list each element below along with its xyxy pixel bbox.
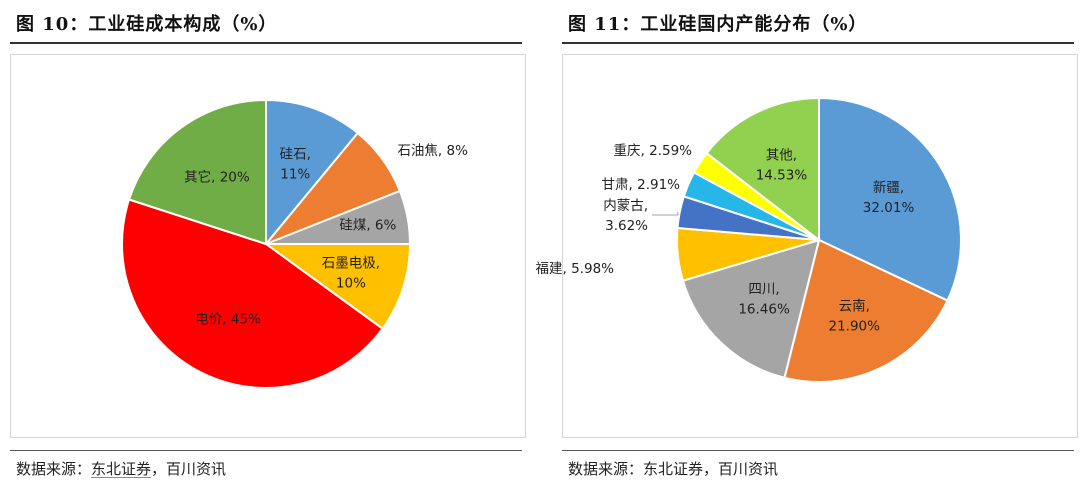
leader-line-内蒙古 bbox=[652, 211, 679, 216]
figure-title: 图 10：工业硅成本构成（%） bbox=[16, 14, 278, 35]
slice-label-其他: 其他, bbox=[766, 148, 797, 164]
slice-label-电价: 电价, 45% bbox=[195, 311, 261, 327]
source-note: 数据来源：东北证券，百川资讯 bbox=[16, 458, 226, 479]
source-note: 数据来源：东北证券，百川资讯 bbox=[568, 458, 778, 479]
source-link: 东北证券 bbox=[643, 460, 704, 478]
source-prefix: 数据来源： bbox=[16, 460, 92, 478]
slice-value-四川: 16.46% bbox=[738, 301, 790, 317]
cost-pie-chart: 硅石, 11% 石油焦, 8% 硅煤, 6% 石墨电极, 10% 电价, 45% 其它, 20… bbox=[121, 98, 468, 389]
capacity-pie-chart: 新疆, 32.01% 云南, 21.90% 四川, 16.46% 福建, 5.98% 内蒙古,… bbox=[536, 96, 962, 383]
pie-slice-其它 bbox=[127, 98, 267, 246]
slice-label-甘肃: 甘肃, 2.91% bbox=[602, 177, 681, 193]
slice-value-石墨电极: 10% bbox=[336, 276, 366, 292]
figure-title: 图 11：工业硅国内产能分布（%） bbox=[568, 14, 868, 35]
slice-label-硅煤: 硅煤, 6% bbox=[339, 218, 396, 234]
slice-label-云南: 云南, bbox=[839, 298, 870, 314]
slice-value-新疆: 32.01% bbox=[863, 200, 915, 216]
pie-slice-电价 bbox=[121, 198, 384, 389]
title-rule bbox=[562, 42, 1074, 44]
slice-label-福建: 福建, 5.98% bbox=[536, 261, 615, 277]
source-prefix: 数据来源： bbox=[568, 460, 644, 478]
slice-label-四川: 四川, bbox=[748, 281, 779, 297]
pie-slice-云南 bbox=[783, 238, 949, 383]
slice-value-内蒙古: 3.62% bbox=[605, 218, 648, 234]
source-rule bbox=[10, 450, 522, 451]
title-rule bbox=[10, 42, 522, 44]
slice-value-其他: 14.53% bbox=[756, 168, 808, 184]
slice-label-新疆: 新疆, bbox=[873, 180, 904, 196]
slice-value-硅石: 11% bbox=[280, 167, 310, 183]
slice-value-云南: 21.90% bbox=[829, 318, 881, 334]
source-rule bbox=[562, 450, 1074, 451]
slice-label-重庆: 重庆, 2.59% bbox=[614, 143, 693, 159]
slice-label-石油焦: 石油焦, 8% bbox=[397, 143, 468, 159]
pie-slice-新疆 bbox=[818, 96, 962, 302]
slice-label-硅石: 硅石, bbox=[280, 147, 311, 163]
figure-cost-structure: 图 10：工业硅成本构成（%） 硅石, 11% 石油焦, 8% 硅煤, 6% 石墨电极,… bbox=[10, 0, 526, 486]
pie-slice-硅石 bbox=[265, 98, 360, 247]
pie-slice-其他 bbox=[705, 96, 820, 243]
slice-label-其它: 其它, 20% bbox=[184, 168, 250, 185]
slice-label-内蒙古: 内蒙古, bbox=[603, 198, 648, 214]
source-suffix: ，百川资讯 bbox=[703, 460, 779, 478]
source-link[interactable]: 东北证券 bbox=[91, 460, 152, 478]
figure-capacity-distribution: 图 11：工业硅国内产能分布（%） 新疆, 32.01% 云南, 21.90% 四川, 1… bbox=[536, 0, 1078, 486]
slice-label-石墨电极: 石墨电极, bbox=[322, 256, 380, 272]
pie-slice-石墨电极 bbox=[262, 243, 412, 331]
source-suffix: ，百川资讯 bbox=[151, 460, 227, 478]
pie-slice-四川 bbox=[681, 238, 821, 379]
